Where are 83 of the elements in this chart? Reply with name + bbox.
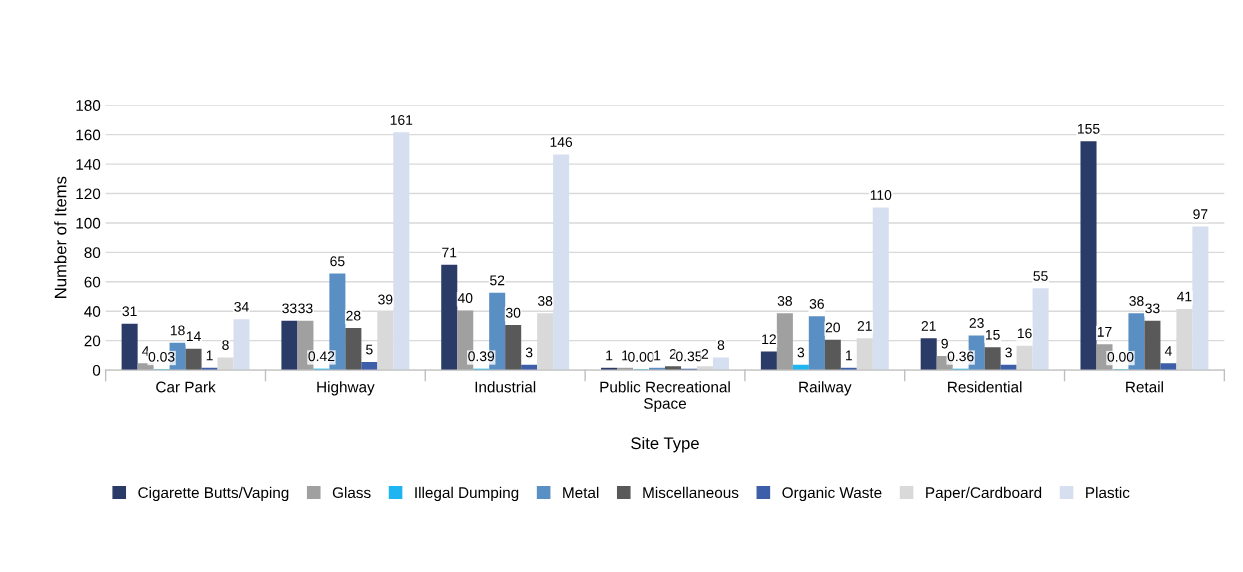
data-label: 23 [969,318,984,328]
y-tick-label: 40 [84,306,101,317]
data-label: 0.00 [628,351,655,362]
x-tick-label: Railway [799,381,852,396]
x-tick-label: Car Park [156,381,216,393]
data-label: 33 [1145,303,1160,314]
y-axis-title: Number of Items [54,176,67,298]
data-label: 8 [717,340,725,351]
data-label: 1 [606,350,613,361]
y-tick-label: 180 [76,100,101,111]
data-label: 38 [777,296,792,306]
data-label: 41 [1177,291,1192,302]
data-label: 20 [825,322,840,333]
data-label: 2 [669,349,677,359]
data-label: 28 [346,310,361,321]
data-label: 31 [122,306,137,317]
x-tick-label: Highway [317,381,375,396]
data-label: 4 [1164,346,1172,356]
legend-label: Paper/Cardboard [926,486,1042,502]
data-label: 55 [1033,271,1048,281]
data-label: 97 [1193,209,1208,220]
y-tick-label: 100 [76,217,101,229]
legend-label: Glass [332,486,371,499]
y-tick-label: 120 [76,188,101,200]
y-tick-label: 60 [84,276,101,288]
data-label: 1 [206,350,213,361]
x-tick-label: Residential [948,381,1022,393]
data-label: 8 [222,340,229,351]
data-label: 14 [186,331,201,342]
data-label: 38 [1129,296,1144,306]
data-label: 18 [170,325,185,336]
data-label: 161 [390,115,413,125]
data-label: 39 [378,294,393,305]
x-tick-label: Retail [1126,381,1163,393]
data-label: 3 [525,347,533,358]
legend-label: Cigarette Butts/Vaping [138,486,289,502]
x-axis-title: Site Type [631,436,699,453]
data-label: 33 [282,303,297,314]
data-label: 0.39 [468,351,495,362]
data-label: 38 [537,296,553,306]
data-label: 0.00 [1107,351,1134,362]
y-tick-label: 0 [92,364,101,376]
data-label: 65 [330,256,345,267]
data-label: 3 [1005,347,1012,358]
data-label: 1 [845,350,852,361]
data-label: 12 [762,334,776,344]
data-label: 30 [505,307,521,318]
data-label: 0.42 [308,351,335,362]
data-label: 52 [490,275,505,286]
y-tick-label: 80 [84,247,101,259]
legend-label: Organic Waste [782,486,882,502]
data-label: 21 [921,321,936,331]
data-label: 33 [298,303,313,314]
data-label: 0.03 [148,351,175,362]
data-label: 2 [701,349,709,359]
data-label: 146 [550,137,573,147]
x-tick-label: Public Recreational Space [600,381,730,412]
y-tick-label: 20 [84,335,101,347]
legend-label: Metal [563,486,599,499]
data-label: 0.36 [947,351,974,362]
y-tick-label: 140 [76,158,101,170]
data-label: 17 [1097,327,1112,337]
data-label: 21 [857,321,872,331]
data-label: 110 [870,190,892,200]
data-label: 40 [457,293,473,303]
y-tick-label: 160 [76,129,101,141]
data-label: 71 [442,247,457,258]
data-label: 5 [366,344,373,355]
legend-label: Plastic [1086,486,1130,499]
data-label: 9 [941,338,948,349]
data-label: 1 [622,350,629,361]
data-label: 3 [797,347,805,358]
data-label: 0.35 [676,351,702,362]
x-tick-label: Industrial [475,381,536,393]
legend-label: Illegal Dumping [415,486,519,502]
data-label: 155 [1077,124,1100,134]
data-label: 34 [234,301,249,312]
legend-label: Miscellaneous [643,486,739,499]
data-label: 4 [142,346,150,356]
data-label: 15 [985,330,1000,340]
data-label: 1 [654,350,661,361]
data-label: 16 [1017,328,1032,339]
data-label: 36 [809,298,824,309]
